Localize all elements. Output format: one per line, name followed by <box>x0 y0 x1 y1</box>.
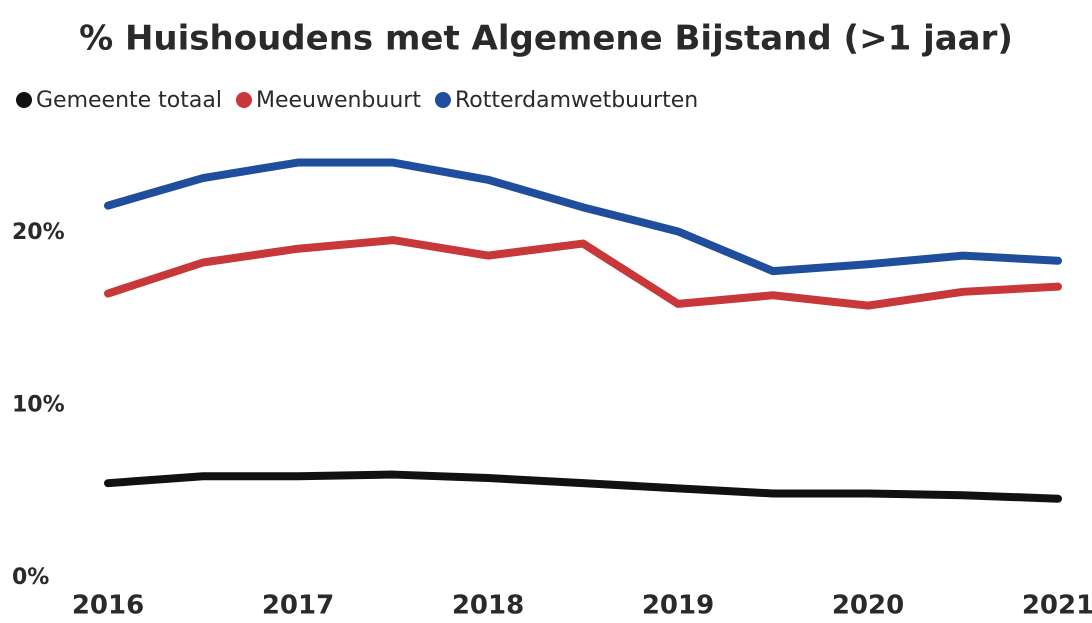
series-line <box>104 470 1062 503</box>
legend-marker <box>235 92 252 108</box>
x-tick-label: 2019 <box>642 591 714 621</box>
x-tick-label: 2018 <box>452 591 524 621</box>
chart-title: % Huishoudens met Algemene Bijstand (>1 … <box>79 19 1013 59</box>
legend-marker <box>16 92 32 108</box>
legend-marker <box>434 92 451 108</box>
x-tick-label: 2020 <box>832 591 904 621</box>
x-tick-label: 2016 <box>72 591 144 621</box>
series-line <box>104 158 1062 276</box>
x-tick-label: 2021 <box>1022 591 1092 621</box>
y-tick-label: 0% <box>12 565 49 590</box>
series-line <box>104 236 1062 310</box>
y-tick-label: 20% <box>12 220 65 245</box>
legend-label: Rotterdamwetbuurten <box>455 88 698 113</box>
y-tick-label: 10% <box>12 393 65 418</box>
x-tick-label: 2017 <box>262 591 334 621</box>
legend-label: Gemeente totaal <box>36 88 222 113</box>
legend-label: Meeuwenbuurt <box>256 88 421 113</box>
